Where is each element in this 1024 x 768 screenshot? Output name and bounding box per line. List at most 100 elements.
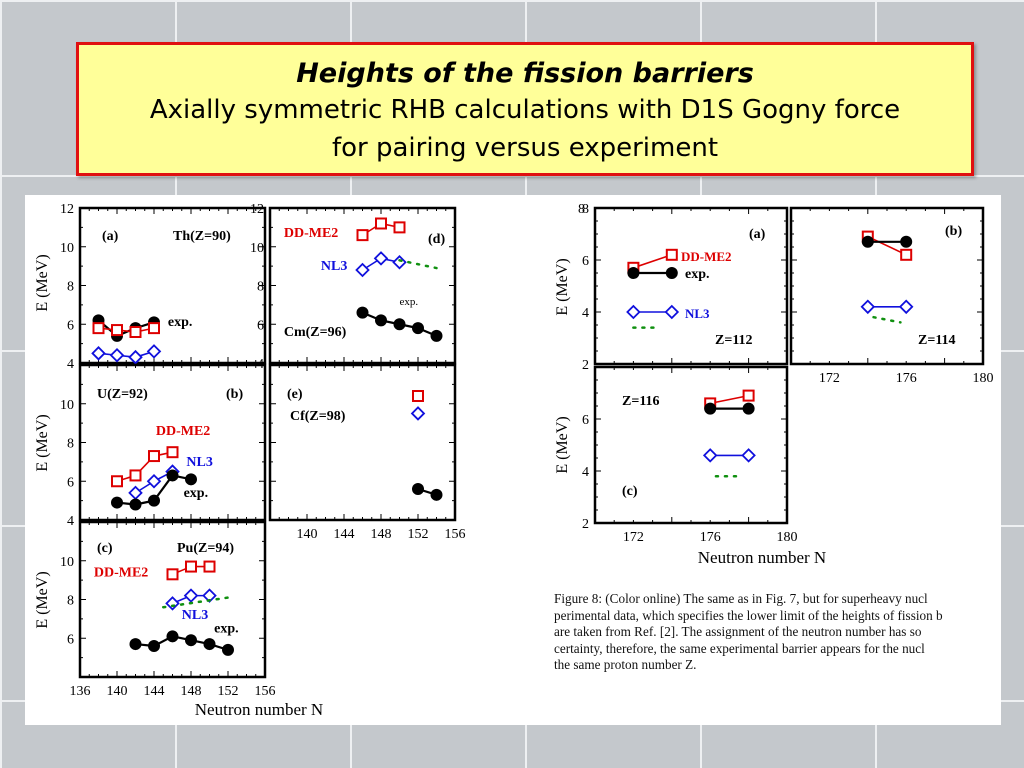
ddme2-point [166, 568, 179, 581]
panel-label: Z=112 [715, 333, 753, 348]
figure-caption: Figure 8: (Color online) The same as in … [554, 591, 1001, 674]
ddme2-point [900, 248, 913, 261]
y-tick-label: 10 [60, 241, 74, 256]
exp-point [412, 483, 424, 495]
slide-subtitle-line1: Axially symmetric RHB calculations with … [149, 95, 901, 125]
exp-point [129, 498, 142, 511]
nl3-point [146, 344, 162, 359]
annotation-label: exp. [214, 621, 239, 636]
y-tick-label: 10 [250, 241, 264, 256]
y-axis-label: E (MeV) [554, 258, 571, 315]
x-tick-label: 136 [70, 684, 91, 699]
ddme2-point [166, 446, 179, 459]
x-tick-label: 144 [334, 527, 355, 542]
y-axis-label: E (MeV) [34, 571, 51, 628]
ddme2-point [412, 390, 424, 402]
nl3-point [128, 485, 143, 501]
annotation-label: DD-ME2 [156, 424, 210, 439]
exp-point [111, 496, 123, 509]
panel-tag: (c) [97, 541, 113, 556]
exp-point [129, 638, 142, 651]
panel-label: Z=114 [918, 333, 956, 348]
nl3-point [664, 304, 680, 320]
y-tick-label: 6 [582, 413, 589, 428]
x-tick-label: 180 [973, 371, 994, 386]
caption-line: certainty, therefore, the same experimen… [554, 640, 925, 656]
ddme2-point [129, 469, 142, 482]
annotation-label: DD-ME2 [284, 226, 338, 241]
exp-point [861, 235, 874, 248]
exp-point [185, 473, 197, 486]
nl3-point [183, 588, 199, 603]
panel-frame-rc [593, 365, 789, 525]
annotation-label: DD-ME2 [681, 249, 732, 264]
y-tick-label: 4 [582, 465, 589, 480]
gogny-dotted-line [872, 315, 902, 324]
exp-point [412, 322, 424, 335]
ddme2-point [111, 475, 123, 488]
y-tick-label: 6 [582, 254, 589, 269]
annotation-label: NL3 [186, 455, 212, 470]
x-tick-label: 172 [623, 530, 644, 545]
exp-point [900, 235, 913, 248]
y-axis-label: E (MeV) [554, 416, 571, 473]
title-box: Heights of the fission barriers Axially … [76, 42, 974, 176]
ddme2-point [148, 322, 160, 335]
panel-tag: (b) [945, 224, 962, 239]
x-tick-label: 140 [297, 527, 318, 542]
y-tick-label-top: 8 [578, 202, 585, 217]
exp-point [166, 630, 179, 643]
y-tick-label: 4 [582, 306, 589, 321]
figure-area: 4 6 8 10 12 (a) Th(Z=90) exp. 4 6 8 10 12 (d) DD-ME2 NL… [25, 195, 1001, 725]
y-tick-label: 8 [582, 202, 589, 217]
gogny-dotted-line [162, 596, 230, 609]
ddme2-point [203, 560, 216, 573]
ddme2-point [742, 389, 755, 402]
annotation-label: Cm(Z=96) [284, 325, 347, 340]
panel-label: Cf(Z=98) [290, 409, 346, 424]
series-line-square [710, 394, 749, 405]
ddme2-point [111, 324, 123, 337]
annotation-label: exp. [184, 486, 209, 501]
y-tick-label: 6 [67, 632, 74, 647]
caption-line: are taken from Ref. [2]. The assignment … [554, 624, 922, 640]
nl3-point [373, 251, 389, 266]
ddme2-point [665, 248, 678, 261]
panel-label: Z=116 [622, 394, 660, 409]
ddme2-point [92, 322, 105, 335]
ddme2-point [356, 229, 369, 242]
figure-svg: 4 6 8 10 12 (a) Th(Z=90) exp. 4 6 8 10 12 (d) DD-ME2 NL… [34, 202, 994, 719]
panel-tag: (e) [287, 387, 303, 402]
nl3-point [741, 448, 756, 463]
ddme2-point [148, 450, 160, 463]
ddme2-point [129, 326, 142, 338]
slide-subtitle-line2: for pairing versus experiment [331, 133, 719, 163]
annotation-label: exp. [168, 315, 193, 330]
panel-tag: (c) [622, 484, 638, 499]
exp-point [375, 314, 387, 327]
x-tick-label: 172 [819, 371, 840, 386]
y-tick-label: 12 [250, 202, 264, 217]
series-line-square [633, 254, 673, 269]
nl3-point [109, 347, 125, 363]
exp-point [665, 267, 678, 279]
y-tick-label: 8 [67, 280, 74, 295]
series-line-square [867, 235, 907, 256]
y-tick-label: 2 [582, 358, 589, 373]
y-axis-label: E (MeV) [34, 414, 51, 471]
y-tick-label: 12 [60, 202, 74, 217]
panel-tag: (a) [102, 229, 119, 244]
nl3-point [898, 299, 914, 315]
nl3-point [202, 588, 217, 603]
x-tick-label: 148 [181, 684, 202, 699]
x-tick-label: 144 [144, 684, 165, 699]
exp-point [222, 643, 234, 656]
y-tick-label: 4 [67, 357, 74, 372]
exp-point [356, 306, 369, 319]
nl3-point [355, 262, 370, 278]
caption-line: Figure 8: (Color online) The same as in … [554, 591, 928, 606]
x-axis-label: Neutron number N [698, 548, 826, 567]
x-tick-label: 176 [700, 530, 721, 545]
exp-point [627, 267, 640, 279]
panel-label: Th(Z=90) [173, 229, 231, 244]
